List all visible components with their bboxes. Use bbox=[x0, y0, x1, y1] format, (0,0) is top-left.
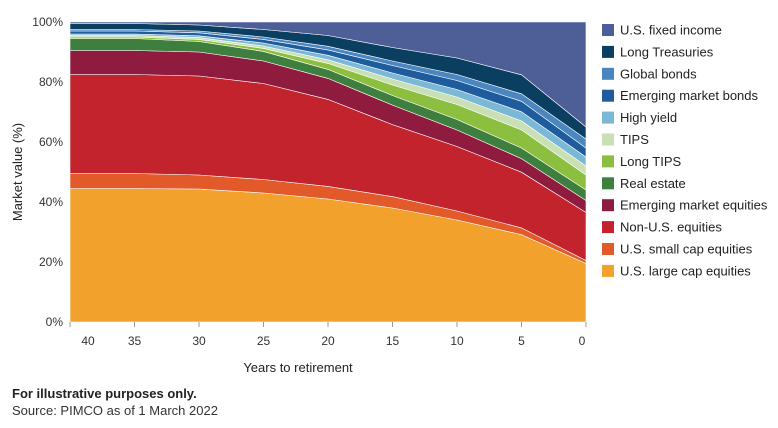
legend-label: High yield bbox=[620, 110, 677, 125]
legend-swatch bbox=[602, 67, 614, 80]
legend-swatch bbox=[602, 221, 614, 234]
x-tick-label: 5 bbox=[518, 334, 525, 348]
legend-swatch bbox=[602, 89, 614, 102]
x-tick-label: 0 bbox=[579, 334, 586, 348]
y-axis-ticks: 0% 20% 40% 60% 80% 100% bbox=[32, 15, 63, 329]
legend-label: U.S. small cap equities bbox=[620, 242, 753, 257]
y-axis-title: Market value (%) bbox=[10, 123, 25, 221]
x-tick-label: 20 bbox=[321, 334, 335, 348]
legend-label: Long Treasuries bbox=[620, 44, 714, 59]
x-axis-ticks: 40 35 30 25 20 15 10 5 0 bbox=[69, 322, 587, 348]
x-tick-label: 10 bbox=[450, 334, 464, 348]
x-tick-label: 15 bbox=[386, 334, 400, 348]
legend-label: Emerging market bonds bbox=[620, 88, 759, 103]
disclaimer-note: For illustrative purposes only. bbox=[12, 386, 197, 401]
legend-swatch bbox=[602, 111, 614, 124]
legend-label: Emerging market equities bbox=[620, 198, 768, 213]
legend-swatch bbox=[602, 243, 614, 255]
source-note: Source: PIMCO as of 1 March 2022 bbox=[12, 403, 218, 418]
area-u-s-fixed-income bbox=[69, 21, 587, 128]
legend-label: Long TIPS bbox=[620, 154, 682, 169]
legend-swatch bbox=[602, 177, 614, 190]
x-tick-label: 30 bbox=[192, 334, 206, 348]
stacked-area-chart: 0% 20% 40% 60% 80% 100% 40 35 30 25 20 15 10 5 0 Mark… bbox=[10, 15, 768, 375]
x-tick-label: 40 bbox=[81, 334, 95, 348]
y-tick-label: 40% bbox=[39, 195, 63, 209]
y-tick-label: 60% bbox=[39, 135, 63, 149]
legend-swatch bbox=[602, 155, 614, 168]
y-tick-label: 100% bbox=[32, 15, 63, 29]
legend-label: Global bonds bbox=[620, 66, 697, 81]
y-tick-label: 0% bbox=[46, 315, 64, 329]
legend-label: TIPS bbox=[620, 132, 649, 147]
legend-swatch bbox=[602, 24, 614, 36]
legend-swatch bbox=[602, 133, 614, 146]
legend-label: U.S. fixed income bbox=[620, 23, 722, 38]
x-tick-label: 25 bbox=[257, 334, 271, 348]
legend-swatch bbox=[602, 45, 614, 58]
legend-swatch bbox=[602, 264, 614, 277]
legend-label: Real estate bbox=[620, 176, 686, 191]
x-axis-title: Years to retirement bbox=[243, 360, 353, 375]
legend-label: U.S. large cap equities bbox=[620, 263, 751, 278]
plot-areas bbox=[69, 21, 587, 323]
x-tick-label: 35 bbox=[128, 334, 142, 348]
legend-swatch bbox=[602, 199, 614, 212]
legend-label: Non-U.S. equities bbox=[620, 220, 722, 235]
y-tick-label: 20% bbox=[39, 255, 63, 269]
legend: U.S. fixed income Long Treasuries Global b… bbox=[602, 23, 768, 278]
y-tick-label: 80% bbox=[39, 75, 63, 89]
